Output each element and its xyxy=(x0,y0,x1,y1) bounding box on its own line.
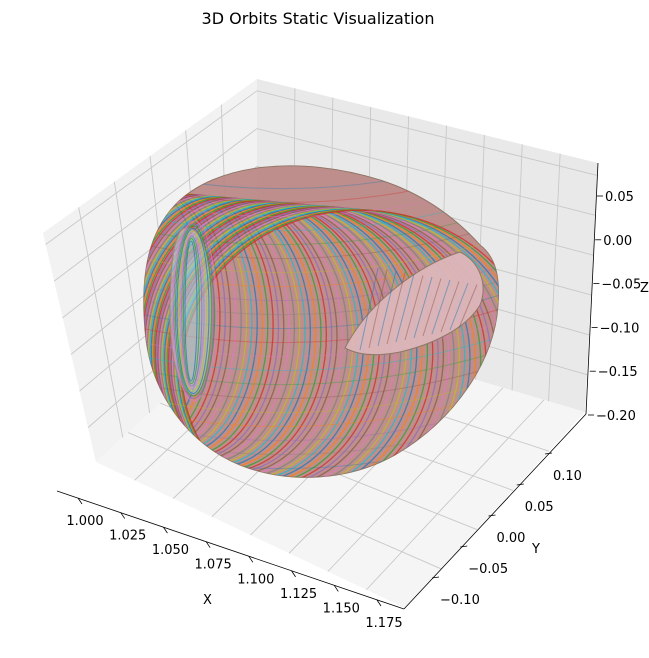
chart-title: 3D Orbits Static Visualization xyxy=(202,9,435,28)
grid-line xyxy=(78,207,124,438)
x-axis-ticks: 1.000 1.025 1.050 1.075 1.100 1.125 1.150 1.175 xyxy=(66,497,403,631)
opening-line xyxy=(359,267,379,351)
orbit-inner-ring xyxy=(173,222,215,400)
opening-line xyxy=(377,270,397,347)
opening-line xyxy=(368,269,388,349)
opening-line xyxy=(404,275,424,341)
orbit-inner-ring xyxy=(181,235,203,387)
z-tick-label: 0.00 xyxy=(603,234,632,249)
grid-line xyxy=(45,90,598,245)
x-tick-mark xyxy=(248,556,254,563)
y-tick-mark xyxy=(516,483,524,486)
x-axis-line xyxy=(56,490,405,610)
opening-line xyxy=(386,272,406,345)
z-tick-label: −0.10 xyxy=(600,321,640,336)
grid-line xyxy=(327,387,504,572)
z-tick-label: −0.05 xyxy=(601,278,641,293)
x-tick-label: 1.175 xyxy=(365,616,402,631)
y-tick-mark xyxy=(488,514,496,517)
y-tick-label: −0.05 xyxy=(468,562,508,577)
orbit-inner-ring xyxy=(171,220,217,402)
x-tick-mark xyxy=(376,599,382,607)
grid-line xyxy=(548,153,561,402)
y-tick-label: 0.00 xyxy=(497,531,526,546)
z-axis-label: Z xyxy=(640,281,649,296)
opening-line xyxy=(440,281,460,333)
z-tick-label: 0.05 xyxy=(605,190,634,205)
orbit-inner-ring xyxy=(182,237,200,385)
z-axis-line xyxy=(585,162,599,415)
orbit-right-opening xyxy=(344,251,484,356)
x-tick-mark xyxy=(291,570,296,578)
grid-line xyxy=(113,181,151,414)
orbit-opening-rings xyxy=(359,267,478,351)
grid-line xyxy=(62,165,594,319)
z-axis-ticks: −0.20 −0.15 −0.10 −0.05 0.00 0.05 xyxy=(588,190,641,424)
opening-line xyxy=(431,279,451,335)
orbit-inner-ring xyxy=(179,232,205,390)
opening-line xyxy=(449,282,469,331)
x-tick-label: 1.150 xyxy=(323,601,360,616)
y-tick-mark xyxy=(431,576,440,579)
grid-line xyxy=(53,128,596,282)
y-tick-label: 0.10 xyxy=(553,469,582,484)
x-tick-mark xyxy=(205,541,211,548)
opening-line xyxy=(458,284,478,329)
x-tick-label: 1.075 xyxy=(195,558,232,573)
x-tick-label: 1.125 xyxy=(280,587,317,602)
orbit-inner-ring xyxy=(176,227,210,395)
orbit-inner-rings xyxy=(171,220,217,402)
x-tick-label: 1.050 xyxy=(152,543,189,558)
grid-line xyxy=(366,399,545,591)
orbit-inner-ring xyxy=(174,225,212,397)
x-tick-mark xyxy=(163,526,168,534)
orbit-meridian xyxy=(144,378,499,414)
opening-line xyxy=(413,276,433,339)
x-tick-mark xyxy=(77,497,83,505)
axis-lines xyxy=(56,162,599,610)
y-tick-label: 0.05 xyxy=(525,500,554,515)
z-tick-label: −0.15 xyxy=(598,365,638,380)
y-axis-label: Y xyxy=(531,542,540,557)
y-axis-line xyxy=(403,413,587,610)
y-tick-mark xyxy=(460,545,468,548)
z-tick-label: −0.20 xyxy=(596,409,636,424)
x-axis-label: X xyxy=(203,593,212,608)
y-axis-ticks: −0.10 −0.05 0.00 0.05 0.10 xyxy=(431,452,582,608)
orbit-meridian xyxy=(144,392,499,428)
y-tick-label: −0.10 xyxy=(440,593,480,608)
x-tick-mark xyxy=(333,585,339,592)
opening-line xyxy=(422,278,442,337)
x-tick-label: 1.025 xyxy=(109,529,146,544)
grid-line xyxy=(128,432,442,570)
y-tick-mark xyxy=(544,452,553,455)
x-tick-label: 1.100 xyxy=(237,572,274,587)
grid-line xyxy=(511,144,523,391)
x-tick-label: 1.000 xyxy=(66,514,103,529)
opening-line xyxy=(395,273,415,343)
orbit-inner-ring xyxy=(184,240,198,382)
orbit-inner-ring xyxy=(178,230,208,392)
x-tick-mark xyxy=(120,512,126,519)
